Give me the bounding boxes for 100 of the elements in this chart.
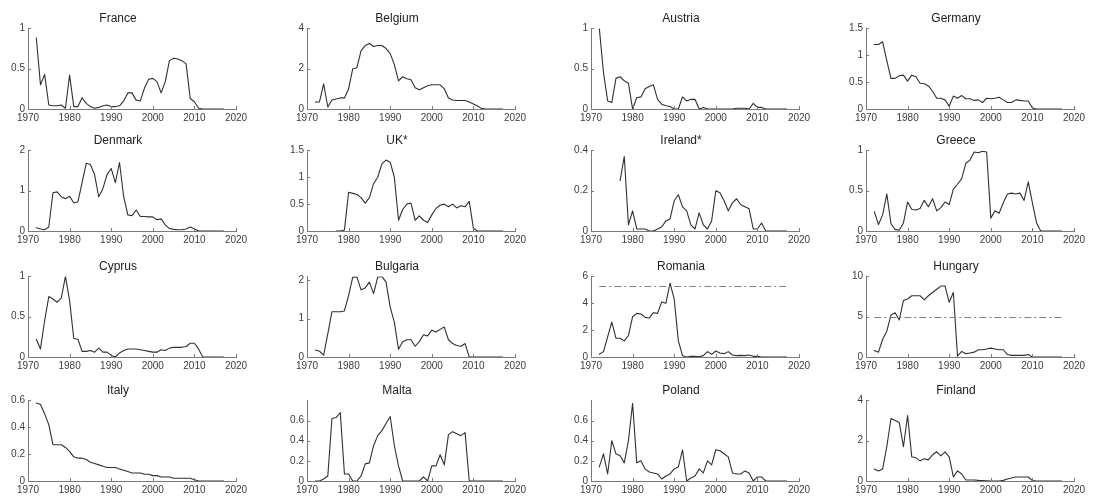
x-tick-label: 1980 <box>896 483 920 495</box>
y-tick-label: 0.6 <box>574 414 589 426</box>
y-tick-label: 1 <box>857 144 864 156</box>
x-tick-label: 2010 <box>462 359 485 371</box>
x-tick-label: 1990 <box>379 111 402 123</box>
x-tick-label: 2000 <box>420 233 444 245</box>
x-tick-label: 2010 <box>746 111 769 123</box>
x-tick-label: 2010 <box>1021 111 1044 123</box>
x-tick-label: 1970 <box>16 483 40 495</box>
x-tick-label: 2000 <box>979 111 1003 123</box>
y-tick-label: 6 <box>582 270 589 282</box>
y-tick-label: 0 <box>857 224 864 236</box>
x-tick-label: 2010 <box>183 359 206 371</box>
chart-title: Poland <box>662 382 700 397</box>
x-tick-label: 2020 <box>224 111 248 123</box>
y-tick-label: 0 <box>298 350 305 362</box>
y-tick-label: 0.5 <box>849 184 864 196</box>
chart-title: UK* <box>386 132 408 147</box>
chart-title: Malta <box>382 382 412 397</box>
x-tick-label: 1990 <box>379 233 402 245</box>
y-tick-label: 4 <box>857 394 864 406</box>
x-tick-label: 2020 <box>503 111 527 123</box>
y-tick-label: 2 <box>298 62 305 74</box>
x-tick-label: 2020 <box>503 483 527 495</box>
x-tick-label: 2020 <box>224 233 248 245</box>
x-tick-label: 2020 <box>224 483 248 495</box>
x-tick-label: 1970 <box>16 359 40 371</box>
x-tick-label: 2000 <box>141 359 165 371</box>
y-tick-label: 2 <box>19 144 26 156</box>
x-tick-label: 1990 <box>938 111 961 123</box>
y-tick-label: 0 <box>582 224 589 236</box>
x-tick-label: 1970 <box>295 359 319 371</box>
x-tick-label: 2000 <box>420 359 444 371</box>
x-tick-label: 2000 <box>141 111 165 123</box>
chart-title: Finland <box>936 382 976 397</box>
x-tick-label: 2000 <box>420 111 444 123</box>
y-tick-label: 0 <box>298 224 305 236</box>
y-tick-label: 0.2 <box>11 447 26 459</box>
y-tick-label: 5 <box>857 310 864 322</box>
y-tick-label: 10 <box>851 270 864 282</box>
chart-title: Italy <box>106 382 130 397</box>
y-tick-label: 0.2 <box>574 454 589 466</box>
y-tick-label: 0 <box>19 102 26 114</box>
y-tick-label: 0 <box>857 102 864 114</box>
x-tick-label: 2020 <box>1062 483 1086 495</box>
y-tick-label: 0 <box>19 350 26 362</box>
y-tick-label: 1 <box>19 270 26 282</box>
x-tick-label: 1980 <box>58 359 82 371</box>
y-tick-label: 4 <box>298 22 305 34</box>
x-tick-label: 1980 <box>337 359 361 371</box>
y-tick-label: 0.5 <box>574 62 589 74</box>
y-tick-label: 0.2 <box>290 454 305 466</box>
x-tick-label: 2000 <box>141 483 165 495</box>
x-tick-label: 2010 <box>746 233 769 245</box>
y-tick-label: 1 <box>19 184 26 196</box>
x-tick-label: 1970 <box>854 359 878 371</box>
x-tick-label: 2020 <box>787 233 811 245</box>
x-tick-label: 2020 <box>503 233 527 245</box>
x-tick-label: 2020 <box>787 483 811 495</box>
chart-title: Ireland* <box>660 132 702 147</box>
y-tick-label: 0.5 <box>290 197 305 209</box>
y-tick-label: 2 <box>857 434 864 446</box>
x-tick-label: 1970 <box>579 483 603 495</box>
y-tick-label: 0.5 <box>11 62 26 74</box>
y-tick-label: 0.4 <box>290 434 305 446</box>
y-tick-label: 0 <box>298 474 305 486</box>
x-tick-label: 1970 <box>854 483 878 495</box>
y-tick-label: 0 <box>582 474 589 486</box>
y-tick-label: 2 <box>582 323 589 335</box>
y-tick-label: 1 <box>298 312 305 324</box>
x-tick-label: 1970 <box>295 111 319 123</box>
y-tick-label: 0.5 <box>849 75 864 87</box>
x-tick-label: 2000 <box>704 483 728 495</box>
y-tick-label: 1 <box>19 22 26 34</box>
x-tick-label: 2020 <box>224 359 248 371</box>
y-tick-label: 0 <box>298 102 305 114</box>
x-tick-label: 1990 <box>938 233 961 245</box>
x-tick-label: 1990 <box>100 483 123 495</box>
chart-title: France <box>99 10 137 25</box>
x-tick-label: 1970 <box>16 111 40 123</box>
x-tick-label: 2010 <box>1021 233 1044 245</box>
x-tick-label: 2020 <box>787 111 811 123</box>
x-tick-label: 1970 <box>16 233 40 245</box>
x-tick-label: 1980 <box>621 359 645 371</box>
x-tick-label: 1990 <box>100 111 123 123</box>
y-tick-label: 0 <box>582 350 589 362</box>
x-tick-label: 1980 <box>896 359 920 371</box>
x-tick-label: 2000 <box>704 359 728 371</box>
x-tick-label: 1970 <box>579 233 603 245</box>
y-tick-label: 0.4 <box>11 421 26 433</box>
y-tick-label: 0 <box>19 474 26 486</box>
x-tick-label: 1970 <box>579 359 603 371</box>
x-tick-label: 2000 <box>141 233 165 245</box>
chart-title: Denmark <box>93 132 144 147</box>
x-tick-label: 2020 <box>1062 111 1086 123</box>
x-tick-label: 1990 <box>938 359 961 371</box>
y-tick-label: 0.5 <box>11 310 26 322</box>
x-tick-label: 1990 <box>100 233 123 245</box>
x-tick-label: 2020 <box>503 359 527 371</box>
x-tick-label: 2010 <box>462 233 485 245</box>
